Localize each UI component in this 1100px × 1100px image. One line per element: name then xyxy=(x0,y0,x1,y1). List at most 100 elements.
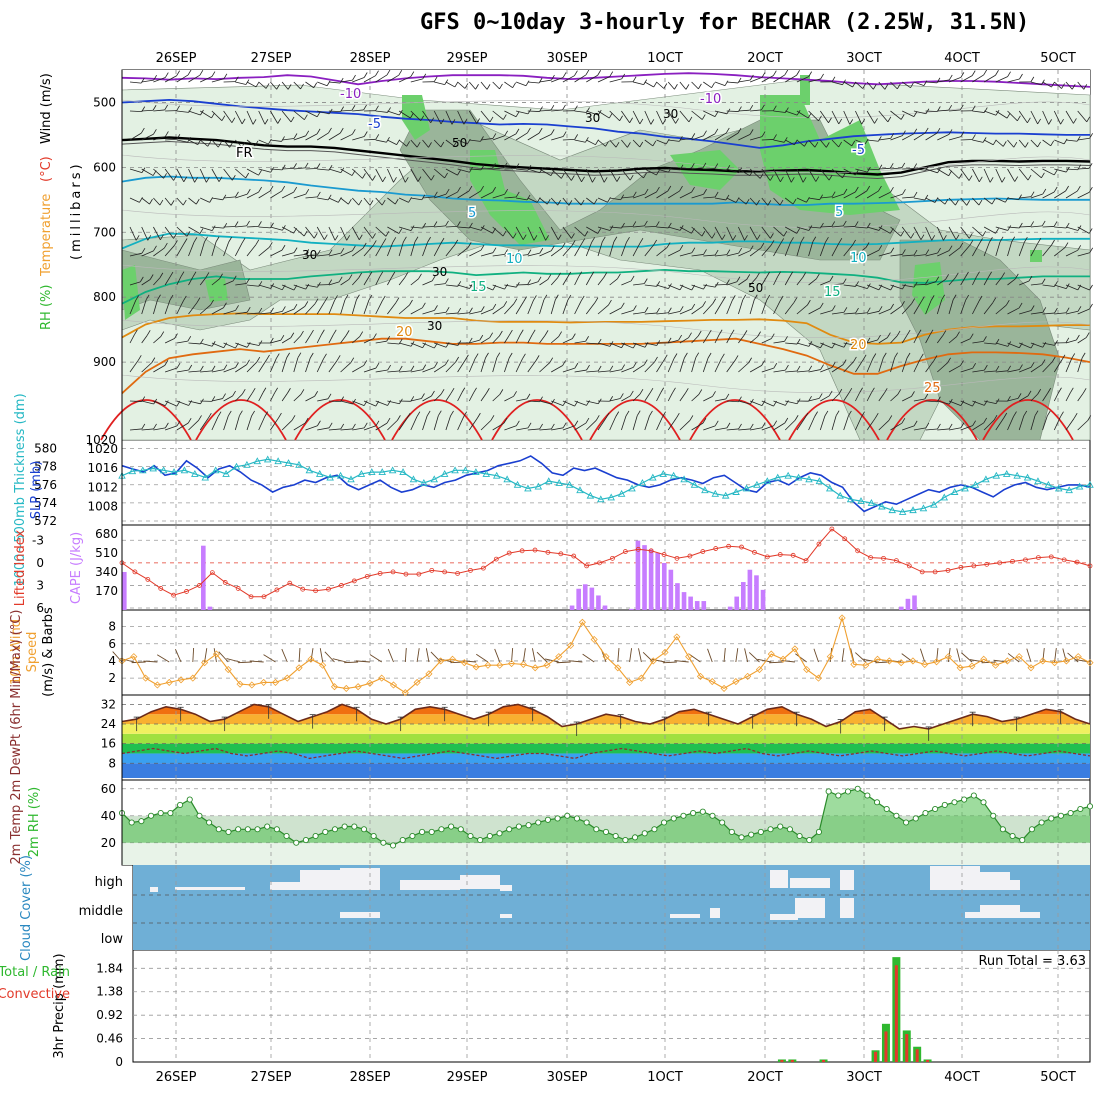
wind-barb xyxy=(808,307,821,315)
wind-barb xyxy=(398,110,411,119)
wind-barb-feather xyxy=(828,390,833,397)
wind-barb xyxy=(235,342,248,348)
wind-barb-feather xyxy=(1054,307,1058,314)
wind-barb-feather xyxy=(571,233,575,239)
wind-speed-marker xyxy=(366,679,374,687)
wind-barb-feather xyxy=(1024,236,1028,243)
thickness-marker xyxy=(440,469,449,477)
wind-barb xyxy=(141,400,154,405)
wind-speed-marker xyxy=(626,678,634,686)
wind-barb-feather xyxy=(831,305,836,311)
wind-barb-feather xyxy=(890,133,895,139)
rh-marker xyxy=(835,792,842,799)
wind-barb xyxy=(363,367,377,373)
wind-barb-feather xyxy=(513,298,518,304)
wind-barb xyxy=(235,364,247,373)
cape-bar xyxy=(912,595,917,610)
wind-barb-feather xyxy=(151,357,156,363)
rh-marker xyxy=(709,812,716,819)
wind-barb-feather xyxy=(842,220,847,227)
wind-barb-feather xyxy=(217,411,222,417)
thickness-marker xyxy=(336,471,345,479)
wind-barb-feather xyxy=(691,303,696,310)
wind-tick-label: 6 xyxy=(108,637,116,651)
wind-barb xyxy=(410,307,423,315)
wind-barb xyxy=(936,299,943,315)
wind-barb-feather xyxy=(639,388,644,395)
wind-barb-feather xyxy=(519,329,524,335)
thickness-marker xyxy=(940,493,949,501)
wind-barb-feather xyxy=(796,365,801,372)
wind-barb-feather xyxy=(445,342,450,348)
wind-barb-feather xyxy=(802,177,807,183)
wind-barb xyxy=(293,135,306,141)
wind-barb-feather xyxy=(264,119,269,125)
wind-barb xyxy=(972,226,983,237)
wind-barb xyxy=(305,395,315,402)
wind-barb-feather xyxy=(344,294,349,301)
surface-wind-barb xyxy=(723,648,726,663)
wind-barb-feather xyxy=(632,362,637,368)
precip-tick-label: 1.38 xyxy=(96,985,123,999)
wind-barb-feather xyxy=(734,355,739,361)
wind-barb xyxy=(948,336,957,344)
wind-barb xyxy=(972,139,984,143)
wind-speed-marker xyxy=(1015,653,1023,661)
wind-barb-feather xyxy=(427,236,431,243)
wind-barb xyxy=(387,197,396,205)
rh-marker xyxy=(244,826,251,833)
wind-barb xyxy=(387,110,400,116)
wind-barb xyxy=(434,342,447,348)
wind-barb xyxy=(164,299,171,315)
rh-high-shading xyxy=(1030,250,1042,262)
lifted-index-marker xyxy=(803,558,809,563)
surface-wind-barb xyxy=(969,659,984,663)
wind-barb xyxy=(796,168,804,183)
wind-barb-feather xyxy=(855,307,859,314)
cloud-level-label: low xyxy=(101,932,124,947)
wind-barb xyxy=(785,226,797,234)
wind-barb xyxy=(480,337,490,344)
wind-barb xyxy=(211,307,224,315)
wind-barb-feather xyxy=(1085,332,1090,338)
wind-barb xyxy=(551,109,563,112)
wind-barb-feather xyxy=(792,198,797,205)
wind-barb-feather xyxy=(906,352,911,359)
wind-barb-feather xyxy=(894,352,898,358)
wind-barb xyxy=(972,340,984,344)
wind-barb xyxy=(468,358,476,373)
wind-barb xyxy=(527,400,540,403)
wind-barb xyxy=(820,226,832,228)
wind-barb xyxy=(504,133,517,141)
surface-wind-barb xyxy=(1062,648,1067,663)
wind-barb xyxy=(129,132,142,141)
wind-barb-feather xyxy=(135,295,140,301)
wind-barb xyxy=(609,342,622,349)
thickness-tick-label: 576 xyxy=(34,478,57,492)
wind-barb-feather xyxy=(843,188,848,195)
wind-barb-feather xyxy=(480,244,485,251)
wind-barb-feather xyxy=(571,175,575,181)
wind-barb xyxy=(983,276,989,286)
thickness-marker xyxy=(930,500,938,508)
wind-barb-feather xyxy=(375,105,379,111)
wind-barb-feather xyxy=(480,185,484,192)
slp-tick-label: 1012 xyxy=(87,480,118,494)
wind-barb xyxy=(831,168,843,179)
wind-barb-feather xyxy=(911,298,915,304)
panel-ylabel: 2m Temp 2m DewPt (6hr Min/Max) (°C) xyxy=(9,610,24,865)
thickness-marker xyxy=(149,464,157,472)
wind-barb-feather xyxy=(711,82,715,88)
slp-tick-label: 1016 xyxy=(87,461,118,475)
rh-contour xyxy=(121,154,1091,174)
wind-barb-feather xyxy=(737,127,742,134)
wind-barb xyxy=(352,197,360,206)
thickness-marker xyxy=(753,480,761,488)
wind-barb-feather xyxy=(345,330,350,336)
wind-barb-feather xyxy=(221,115,226,121)
wind-barb xyxy=(609,226,622,229)
wind-barb xyxy=(281,284,295,291)
wind-barb xyxy=(469,168,482,171)
wind-barb xyxy=(1065,417,1075,431)
cape-bar xyxy=(642,545,647,610)
